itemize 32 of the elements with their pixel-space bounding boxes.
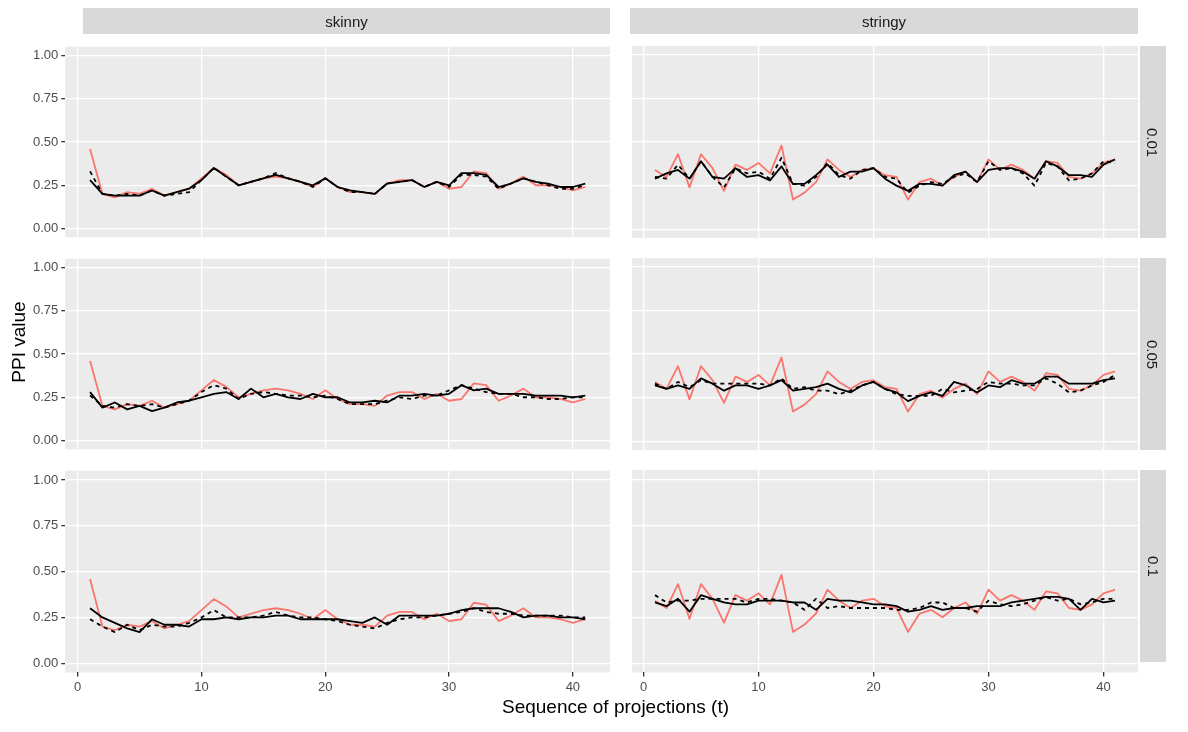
text: 0.1	[1144, 555, 1162, 577]
y-tick-label: 0.50	[32, 133, 59, 149]
y-tick-label: 0.25	[32, 609, 59, 624]
chart-title: skinny	[83, 8, 610, 34]
y-tick-label: 1.00	[32, 259, 59, 275]
y-tick-label: 0.00	[32, 220, 59, 236]
x-tick-label: 30	[441, 678, 457, 694]
x-axis-title: Sequence of projections (t)	[500, 696, 731, 718]
y-tick-label: 0.25	[32, 388, 59, 404]
y-tick-label: 0.50	[32, 563, 59, 579]
x-tick-label: 0	[639, 678, 648, 694]
y-tick-label: 0.00	[32, 654, 59, 670]
y-tick-label: 1.00	[32, 47, 59, 63]
text: 0.05	[1144, 339, 1162, 369]
y-tick-label: 1.00	[32, 471, 59, 487]
y-tick-label: 0.75	[32, 517, 59, 533]
y-tick-label: 0.75	[32, 90, 59, 106]
x-tick-label: 20	[866, 678, 881, 694]
y-tick-label: 0.50	[32, 345, 59, 361]
x-tick-label: 40	[565, 678, 581, 694]
x-tick-label: 30	[981, 678, 996, 694]
y-axis-title: PPI value	[8, 301, 30, 383]
y-tick-label: 0.00	[32, 432, 59, 448]
x-tick-label: 20	[318, 678, 333, 694]
text: 0.01	[1144, 127, 1162, 157]
x-tick-label: 10	[751, 678, 766, 694]
y-tick-label: 0.25	[32, 176, 59, 192]
chart-title: stringy	[630, 8, 1138, 34]
x-tick-label: 40	[1096, 678, 1111, 694]
x-tick-label: 0	[74, 678, 82, 694]
x-tick-label: 10	[194, 678, 209, 694]
y-tick-label: 0.75	[32, 302, 59, 318]
